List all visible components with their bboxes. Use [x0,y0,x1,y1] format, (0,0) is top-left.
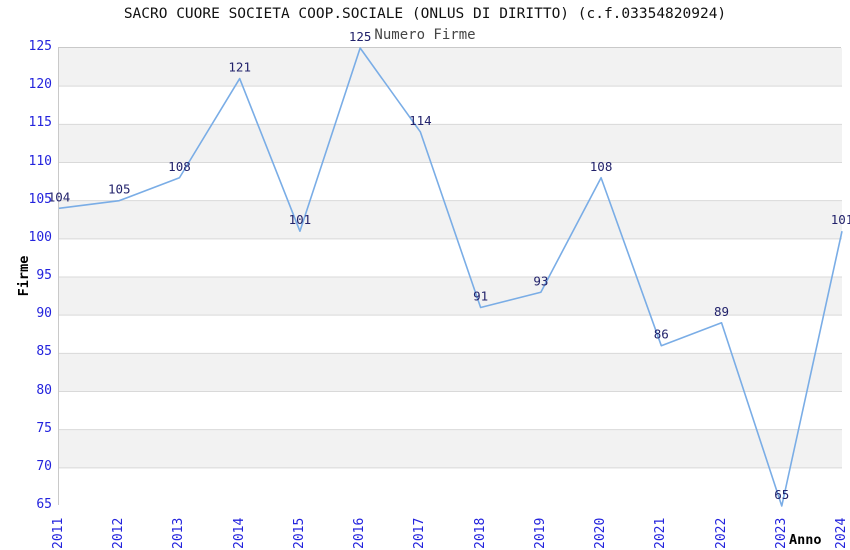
point-label: 91 [473,289,488,304]
point-label: 101 [831,212,850,227]
y-tick-label: 120 [28,77,52,93]
plot-band [59,162,842,201]
point-label: 89 [714,304,729,319]
point-label: 93 [533,273,548,288]
y-tick-label: 85 [36,344,52,360]
y-tick-label: 75 [36,420,52,436]
x-tick-label: 2015 [291,517,307,549]
x-tick-label: 2020 [593,517,609,549]
plot-band [59,353,842,392]
point-label: 86 [654,327,669,342]
x-tick-label: 2012 [111,517,127,549]
x-tick-label: 2022 [713,517,729,549]
x-tick-label: 2018 [472,517,488,549]
point-label: 105 [108,182,131,197]
y-axis-title: Firme [16,255,32,297]
x-tick-label: 2023 [773,517,789,549]
point-label: 121 [228,60,251,75]
point-label: 108 [168,159,191,174]
plot-band [59,429,842,468]
plot-band [59,315,842,354]
y-tick-label: 65 [36,497,52,512]
chart-subtitle: Numero Firme [374,27,476,43]
y-tick-label: 110 [28,153,52,169]
plot-band [59,467,842,506]
x-tick-label: 2013 [171,517,187,549]
x-tick-label: 2024 [834,517,849,549]
point-label: 101 [289,212,312,227]
plot-band [59,124,842,163]
series-line [58,47,843,507]
plot-band [59,48,842,87]
y-tick-label: 90 [36,306,52,322]
y-tick-label: 70 [36,458,52,474]
point-label: 114 [409,113,432,128]
point-label: 65 [774,487,789,502]
x-axis-title: Anno [789,532,822,548]
x-tick-label: 2021 [653,517,669,549]
point-label: 104 [48,189,71,204]
x-tick-label: 2011 [51,517,66,549]
y-tick-label: 95 [36,268,52,283]
plot-band [59,238,842,277]
plot-area: 104 105 108 121 101 125 114 91 93 108 86 89 65 101 [48,29,850,507]
plot-band [59,391,842,430]
y-tick-label: 105 [28,191,52,207]
y-tick-label: 125 [28,39,52,54]
x-tick-label: 2017 [412,517,428,549]
chart-title: SACRO CUORE SOCIETA COOP.SOCIALE (ONLUS … [123,6,727,22]
line-chart-svg: 104 105 108 121 101 125 114 91 93 108 86 89 65 101 [48,29,850,507]
plot-band [59,277,842,316]
plot-band [59,86,842,125]
y-tick-label: 115 [28,115,52,131]
x-tick-label: 2014 [231,517,247,549]
y-tick-label: 80 [36,382,52,398]
x-tick-label: 2016 [352,517,368,549]
point-label: 125 [349,29,372,44]
point-label: 108 [590,159,613,174]
y-tick-label: 100 [28,229,52,245]
x-tick-label: 2019 [532,517,548,549]
